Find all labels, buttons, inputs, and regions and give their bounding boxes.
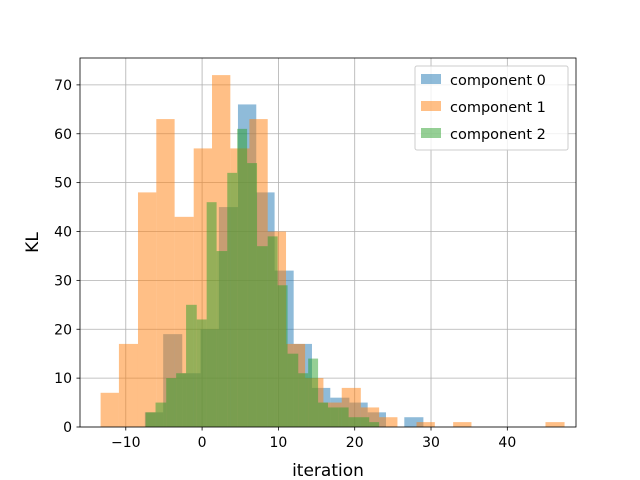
bar-series-2: [267, 236, 278, 427]
bar-series-2: [186, 304, 197, 427]
bar-series-1: [453, 422, 472, 427]
bar-series-2: [348, 417, 359, 427]
bar-series-2: [206, 202, 217, 427]
bar-series-2: [145, 412, 156, 427]
bar-series-1: [379, 417, 398, 427]
bar-series-2: [277, 285, 288, 427]
y-tick-label: 70: [54, 78, 72, 94]
legend-box: [414, 65, 569, 151]
bar-series-2: [358, 417, 370, 427]
y-axis-label: KL: [23, 232, 43, 253]
bar-series-2: [298, 373, 309, 427]
bar-series-2: [237, 128, 248, 427]
bar-series-2: [369, 422, 380, 427]
bar-series-2: [176, 373, 187, 427]
legend-label: component 2: [450, 127, 546, 143]
bar-series-1: [137, 192, 157, 427]
x-axis-label: iteration: [292, 461, 364, 480]
bar-series-2: [257, 246, 268, 427]
bar-series-2: [216, 251, 228, 427]
y-tick-label: 30: [54, 273, 72, 289]
bar-series-2: [338, 407, 349, 427]
y-tick-label: 10: [54, 371, 72, 387]
bar-series-2: [155, 402, 167, 427]
bar-series-1: [545, 422, 565, 427]
bar-series-0: [404, 417, 424, 427]
y-tick-label: 40: [54, 225, 72, 241]
bar-series-1: [156, 119, 175, 427]
legend-swatch: [421, 128, 441, 138]
bar-series-2: [287, 353, 299, 427]
bar-series-1: [416, 422, 435, 427]
y-tick-label: 20: [54, 322, 72, 338]
y-tick-label: 60: [54, 127, 72, 143]
x-tick-label: 20: [346, 435, 364, 451]
legend-label: component 1: [450, 100, 546, 116]
y-tick-label: 0: [63, 420, 72, 436]
histogram-bars: [100, 75, 565, 427]
legend-label: component 0: [450, 73, 546, 89]
x-tick-label: 0: [198, 435, 207, 451]
bar-series-1: [118, 343, 138, 427]
bar-series-2: [227, 172, 238, 427]
bar-series-2: [247, 163, 258, 427]
x-tick-label: 10: [269, 435, 287, 451]
legend-swatch: [421, 74, 441, 84]
bar-series-2: [328, 407, 339, 427]
legend-swatch: [421, 101, 441, 111]
bar-series-1: [100, 392, 119, 427]
bar-series-2: [196, 319, 207, 427]
bar-series-2: [318, 402, 328, 427]
bar-series-2: [166, 378, 177, 427]
axis-ticks: −10 0 10 20 30 40 0 10 20 30 40 50 60 70: [54, 78, 516, 451]
y-tick-label: 50: [54, 176, 72, 192]
x-tick-label: 40: [498, 435, 516, 451]
legend: component 0 component 1 component 2: [414, 65, 569, 151]
plot-frame: [79, 57, 577, 428]
bar-series-2: [308, 358, 319, 427]
x-tick-label: 30: [422, 435, 440, 451]
x-tick-label: −10: [111, 435, 141, 451]
